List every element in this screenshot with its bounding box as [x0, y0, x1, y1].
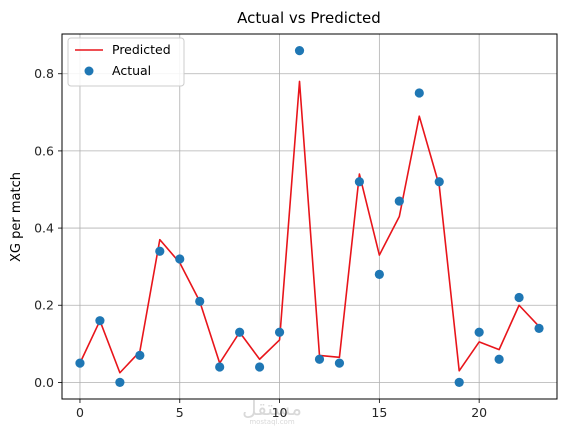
actual-point	[195, 296, 205, 306]
actual-point	[494, 354, 504, 364]
actual-point	[95, 316, 105, 326]
actual-point	[334, 358, 345, 368]
y-axis-label: XG per match	[9, 172, 24, 262]
actual-point	[294, 45, 305, 56]
actual-point	[115, 377, 125, 388]
actual-point	[255, 362, 265, 372]
y-tick-label: 0.8	[34, 66, 54, 81]
plot-series	[75, 45, 544, 388]
x-tick-label: 5	[176, 405, 184, 420]
gridlines	[62, 34, 557, 399]
legend: Predicted Actual	[67, 37, 185, 87]
x-tick-label: 20	[471, 405, 487, 420]
actual-point	[235, 327, 245, 337]
actual-point	[434, 177, 444, 187]
legend-actual-label: Actual	[112, 63, 151, 78]
actual-point	[155, 246, 165, 256]
actual-point	[414, 88, 424, 98]
actual-point	[175, 254, 185, 264]
actual-point	[75, 358, 85, 368]
actual-point	[135, 350, 145, 361]
actual-point	[354, 177, 364, 187]
chart-title: Actual vs Predicted	[237, 9, 381, 27]
y-tick-label: 0.2	[34, 298, 54, 313]
y-tick-label: 0.4	[34, 221, 54, 236]
actual-point	[474, 327, 484, 337]
legend-predicted-label: Predicted	[112, 42, 171, 57]
actual-point	[374, 269, 384, 279]
x-tick-label: 10	[272, 405, 288, 420]
actual-point	[215, 362, 225, 372]
actual-point	[514, 292, 524, 303]
y-tick-label: 0.0	[34, 375, 54, 390]
plot-area	[61, 33, 558, 400]
actual-point	[394, 196, 404, 206]
watermark-subtext: mostaql.com	[249, 418, 295, 426]
legend-actual-swatch	[84, 66, 94, 76]
actual-point	[274, 327, 285, 337]
axis-ticks: 0 5 10 15 20 0.0 0.2 0.4 0.6 0.8	[34, 66, 487, 420]
watermark: مستقل mostaql.com	[242, 396, 302, 426]
x-tick-label: 0	[76, 405, 84, 420]
watermark-text: مستقل	[242, 396, 302, 420]
y-tick-label: 0.6	[34, 143, 54, 158]
x-tick-label: 15	[371, 405, 387, 420]
predicted-series-line	[79, 80, 540, 374]
actual-point	[534, 323, 544, 333]
actual-point	[314, 354, 325, 364]
actual-point	[454, 377, 464, 388]
